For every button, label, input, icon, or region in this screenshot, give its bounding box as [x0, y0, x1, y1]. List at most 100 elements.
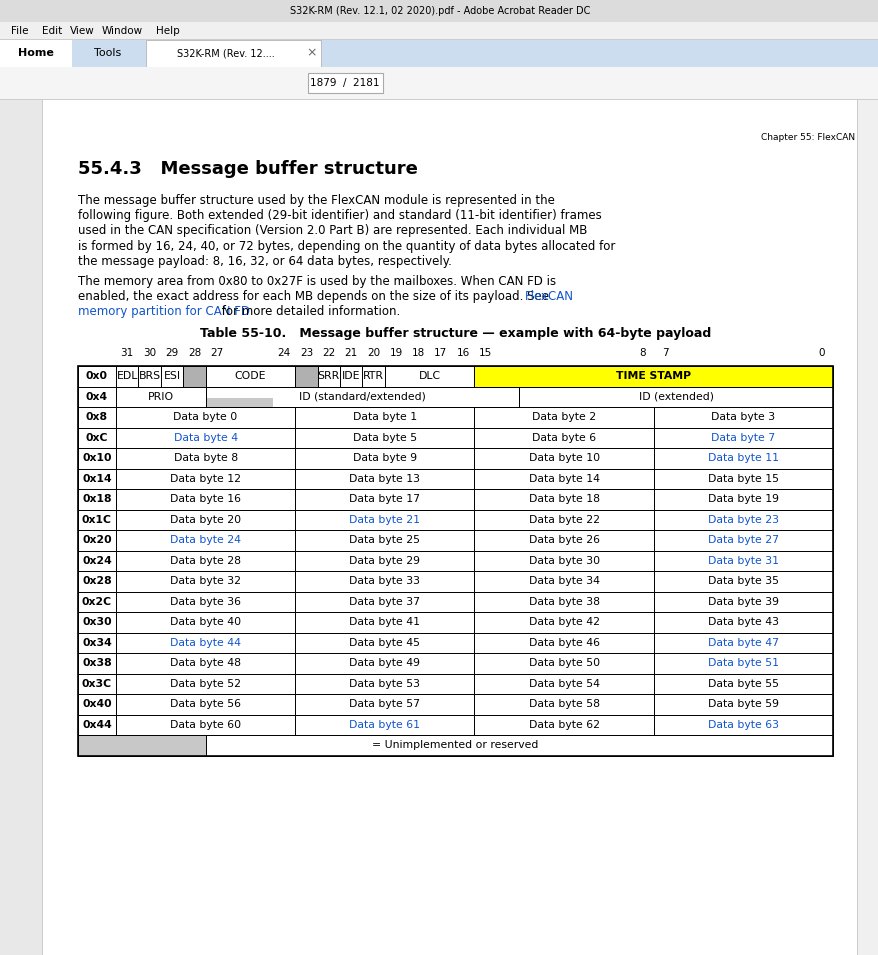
Bar — [519, 387, 832, 407]
Bar — [295, 407, 474, 428]
Bar — [653, 694, 832, 714]
Text: 0x28: 0x28 — [83, 577, 112, 586]
Bar — [116, 571, 295, 591]
Text: Data byte 1: Data byte 1 — [352, 413, 416, 422]
Text: following figure. Both extended (29-bit identifier) and standard (11-bit identif: following figure. Both extended (29-bit … — [78, 209, 601, 223]
Bar — [78, 735, 205, 755]
Text: SRR: SRR — [317, 371, 340, 381]
Text: 0x34: 0x34 — [82, 638, 112, 647]
Text: 0x0: 0x0 — [86, 371, 108, 381]
Bar — [78, 428, 116, 448]
Text: File: File — [11, 26, 29, 36]
Text: 7: 7 — [661, 348, 667, 357]
Text: Data byte 19: Data byte 19 — [707, 495, 778, 504]
Bar — [0, 40, 72, 67]
Text: Chapter 55: FlexCAN: Chapter 55: FlexCAN — [760, 133, 854, 142]
Text: Data byte 18: Data byte 18 — [528, 495, 599, 504]
Bar — [856, 100, 878, 955]
Text: Data byte 16: Data byte 16 — [170, 495, 241, 504]
Text: 22: 22 — [322, 348, 335, 357]
Bar — [78, 612, 116, 632]
Text: 0x1C: 0x1C — [82, 515, 112, 525]
Bar — [295, 428, 474, 448]
Text: Data byte 59: Data byte 59 — [707, 699, 778, 710]
Bar — [116, 448, 295, 469]
Bar — [116, 612, 295, 632]
Text: PRIO: PRIO — [148, 392, 174, 402]
Bar — [138, 366, 161, 387]
Text: Data byte 23: Data byte 23 — [707, 515, 778, 525]
Bar — [653, 489, 832, 510]
Text: Data byte 34: Data byte 34 — [528, 577, 599, 586]
Bar — [78, 735, 832, 755]
Bar — [385, 366, 474, 387]
Text: 55.4.3   Message buffer structure: 55.4.3 Message buffer structure — [78, 160, 417, 178]
Text: 0x3C: 0x3C — [82, 679, 112, 689]
Text: Data byte 11: Data byte 11 — [707, 454, 778, 463]
Bar — [653, 428, 832, 448]
Text: Data byte 17: Data byte 17 — [349, 495, 420, 504]
Text: ×: × — [306, 47, 317, 59]
Text: View: View — [69, 26, 94, 36]
Text: TIME STAMP: TIME STAMP — [615, 371, 690, 381]
Bar — [78, 387, 116, 407]
Bar — [295, 571, 474, 591]
Bar — [653, 407, 832, 428]
Text: used in the CAN specification (Version 2.0 Part B) are represented. Each individ: used in the CAN specification (Version 2… — [78, 224, 587, 238]
Text: Data byte 13: Data byte 13 — [349, 474, 420, 484]
Bar — [116, 632, 295, 653]
Bar — [78, 653, 116, 673]
Bar — [116, 653, 295, 673]
Text: 0x10: 0x10 — [83, 454, 112, 463]
Bar — [205, 387, 519, 407]
Bar — [116, 591, 295, 612]
Bar — [205, 366, 295, 387]
Text: Data byte 44: Data byte 44 — [170, 638, 241, 647]
Bar — [78, 407, 116, 428]
Bar — [474, 591, 653, 612]
Text: S32K-RM (Rev. 12....: S32K-RM (Rev. 12.... — [177, 48, 275, 58]
Text: Data byte 30: Data byte 30 — [528, 556, 599, 566]
Text: Window: Window — [101, 26, 142, 36]
Bar — [474, 571, 653, 591]
Text: S32K-RM (Rev. 12.1, 02 2020).pdf - Adobe Acrobat Reader DC: S32K-RM (Rev. 12.1, 02 2020).pdf - Adobe… — [290, 6, 589, 16]
Text: Data byte 55: Data byte 55 — [707, 679, 778, 689]
Bar — [78, 694, 116, 714]
Text: is formed by 16, 24, 40, or 72 bytes, depending on the quantity of data bytes al: is formed by 16, 24, 40, or 72 bytes, de… — [78, 240, 615, 253]
Bar — [205, 398, 272, 407]
Bar — [78, 366, 116, 387]
Bar — [116, 694, 295, 714]
Text: Help: Help — [156, 26, 180, 36]
Text: ID (extended): ID (extended) — [638, 392, 713, 402]
Text: 30: 30 — [143, 348, 156, 357]
Text: The memory area from 0x80 to 0x27F is used by the mailboxes. When CAN FD is: The memory area from 0x80 to 0x27F is us… — [78, 275, 556, 288]
Bar — [295, 673, 474, 694]
Text: Data byte 2: Data byte 2 — [531, 413, 595, 422]
Text: 24: 24 — [277, 348, 291, 357]
Text: 31: 31 — [120, 348, 133, 357]
Text: Data byte 24: Data byte 24 — [170, 536, 241, 545]
Text: Data byte 53: Data byte 53 — [349, 679, 420, 689]
Bar — [42, 100, 43, 955]
Text: Edit: Edit — [42, 26, 62, 36]
Text: Data byte 31: Data byte 31 — [707, 556, 778, 566]
Bar — [295, 653, 474, 673]
Text: Data byte 4: Data byte 4 — [173, 433, 237, 443]
Text: Data byte 14: Data byte 14 — [528, 474, 599, 484]
Bar — [78, 469, 116, 489]
Text: Data byte 58: Data byte 58 — [528, 699, 599, 710]
Text: RTR: RTR — [363, 371, 384, 381]
Text: 0x24: 0x24 — [82, 556, 112, 566]
Bar — [0, 0, 878, 22]
Text: Data byte 0: Data byte 0 — [173, 413, 237, 422]
Bar — [0, 100, 42, 955]
Bar — [474, 612, 653, 632]
Bar — [116, 530, 295, 551]
Bar — [474, 407, 653, 428]
Bar — [474, 551, 653, 571]
Text: memory partition for CAN FD: memory partition for CAN FD — [78, 306, 249, 318]
Text: = Unimplemented or reserved: = Unimplemented or reserved — [372, 740, 538, 751]
Bar — [295, 694, 474, 714]
Text: BRS: BRS — [139, 371, 161, 381]
Bar — [653, 632, 832, 653]
